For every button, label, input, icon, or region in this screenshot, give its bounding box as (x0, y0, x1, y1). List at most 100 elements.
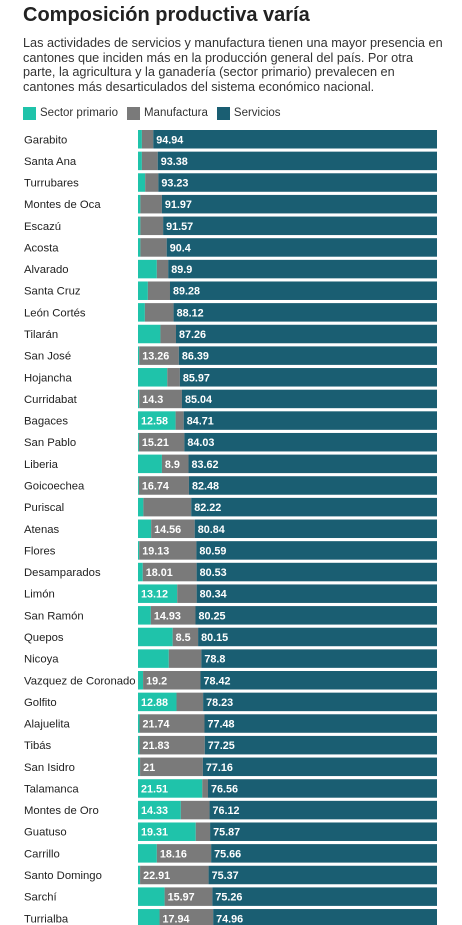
data-label-sector-primario-bagaces: 12.58 (141, 416, 168, 428)
bar-sector-primario-santa-ana (138, 151, 142, 171)
bar-servicios-tilaran (175, 324, 437, 344)
bar-sector-primario-talamanca (138, 779, 203, 798)
data-label-sector-primario-limon: 13.12 (141, 589, 168, 601)
bar-servicios-desamparados (196, 562, 437, 582)
bar-manufactura-turrialba (159, 909, 214, 925)
bar-manufactura-san-jose (139, 346, 179, 365)
bar-sector-primario-tibas (138, 735, 140, 755)
bar-manufactura-golfito (176, 692, 204, 712)
category-label-san-isidro: San Isidro (24, 762, 75, 774)
bar-manufactura-puriscal (143, 497, 192, 517)
category-label-acosta: Acosta (24, 242, 59, 254)
data-label-sector-primario-guatuso: 19.31 (141, 827, 168, 839)
data-label-servicios-montes-de-oca: 91.97 (165, 199, 192, 211)
data-label-manufactura-turrialba: 17.94 (163, 913, 190, 925)
bar-servicios-nicoya (201, 649, 437, 668)
category-label-goicoechea: Goicoechea (24, 480, 85, 492)
bar-manufactura-santa-cruz (147, 281, 170, 300)
bar-sector-primario-sarchi (138, 887, 165, 906)
bar-manufactura-santa-ana (141, 151, 158, 171)
data-label-servicios-san-ramon: 80.25 (199, 610, 226, 622)
bar-sector-primario-limon (138, 584, 178, 603)
category-label-desamparados: Desamparados (24, 567, 101, 579)
data-label-servicios-curridabat: 85.04 (185, 394, 212, 406)
bar-servicios-golfito (203, 692, 437, 712)
legend-swatch-manufactura (126, 106, 140, 120)
bar-servicios-quepos (198, 627, 437, 647)
bar-manufactura-alajuelita (139, 714, 205, 733)
data-label-servicios-liberia: 83.62 (192, 459, 219, 471)
bar-sector-primario-liberia (138, 454, 162, 474)
bar-manufactura-guatuso (195, 822, 211, 841)
bar-servicios-limon (196, 584, 437, 603)
bar-servicios-acosta (166, 238, 437, 257)
category-label-santo-domingo: Santo Domingo (24, 870, 102, 882)
data-label-sector-primario-golfito: 12.88 (141, 697, 168, 709)
bar-manufactura-acosta (140, 238, 167, 257)
legend-swatch-sector-primario (23, 106, 36, 120)
category-label-atenas: Atenas (24, 524, 60, 536)
bar-manufactura-flores (139, 541, 197, 560)
data-label-servicios-sarchi: 75.26 (215, 892, 242, 904)
bar-manufactura-tilaran (160, 324, 176, 344)
bar-servicios-curridabat (181, 389, 437, 409)
bar-sector-primario-turrubares (138, 173, 146, 192)
bar-manufactura-tibas (139, 735, 205, 755)
category-label-garabito: Garabito (24, 134, 67, 146)
bar-servicios-guatuso (210, 822, 437, 841)
bar-sector-primario-san-isidro (138, 757, 141, 777)
data-label-servicios-atenas: 80.84 (198, 524, 225, 536)
data-label-manufactura-desamparados: 18.01 (146, 567, 173, 579)
category-label-santa-cruz: Santa Cruz (24, 286, 81, 298)
bar-sector-primario-santo-domingo (138, 865, 141, 885)
bar-servicios-vazquez-de-coronado (200, 671, 437, 690)
data-label-manufactura-san-pablo: 15.21 (142, 437, 169, 449)
data-label-servicios-flores: 80.59 (199, 545, 226, 557)
bar-manufactura-vazquez-de-coronado (143, 671, 201, 690)
data-label-servicios-bagaces: 84.71 (187, 416, 214, 428)
category-label-bagaces: Bagaces (24, 416, 68, 428)
data-label-manufactura-alajuelita: 21.74 (143, 719, 170, 731)
data-label-servicios-tibas: 77.25 (208, 740, 235, 752)
bar-manufactura-liberia (161, 454, 189, 474)
data-label-servicios-san-isidro: 77.16 (206, 762, 233, 774)
data-label-manufactura-flores: 19.13 (142, 545, 169, 557)
category-label-alvarado: Alvarado (24, 264, 69, 276)
data-label-servicios-leon-cortes: 88.12 (177, 307, 204, 319)
data-label-servicios-quepos: 80.15 (201, 632, 228, 644)
bar-sector-primario-hojancha (138, 368, 168, 387)
data-label-servicios-vazquez-de-coronado: 78.42 (203, 675, 230, 687)
category-label-tilaran: Tilarán (24, 329, 58, 341)
bar-sector-primario-vazquez-de-coronado (138, 671, 144, 690)
data-label-servicios-puriscal: 82.22 (194, 502, 221, 514)
bar-servicios-garabito (153, 130, 437, 149)
data-label-manufactura-san-jose: 13.26 (142, 351, 169, 363)
bar-manufactura-santo-domingo (140, 865, 209, 885)
data-label-servicios-limon: 80.34 (200, 589, 227, 601)
bar-servicios-goicoechea (188, 476, 437, 495)
data-label-servicios-guatuso: 75.87 (213, 827, 240, 839)
data-label-servicios-carrillo: 75.66 (214, 848, 241, 860)
bar-manufactura-carrillo (156, 844, 212, 863)
bar-manufactura-quepos (172, 627, 199, 647)
data-label-servicios-garabito: 94.94 (156, 134, 183, 146)
bar-servicios-santa-cruz (169, 281, 438, 300)
category-label-liberia: Liberia (24, 459, 59, 471)
legend-item-sector-primario: Sector primario (23, 106, 118, 120)
bar-manufactura-talamanca (202, 779, 208, 798)
bar-servicios-flores (196, 541, 437, 560)
bar-sector-primario-santa-cruz (138, 281, 148, 300)
category-label-limon: Limón (24, 589, 55, 601)
category-label-san-jose: San José (24, 351, 71, 363)
legend-label-servicios: Servicios (233, 107, 281, 119)
bar-manufactura-goicoechea (138, 476, 189, 495)
bar-servicios-montes-de-oro (209, 800, 437, 820)
category-label-carrillo: Carrillo (24, 848, 60, 860)
data-label-manufactura-curridabat: 14.3 (142, 394, 163, 406)
bar-sector-primario-tilaran (138, 324, 161, 344)
bar-manufactura-desamparados (142, 562, 197, 582)
category-label-santa-ana: Santa Ana (24, 156, 77, 168)
bar-sector-primario-guatuso (138, 822, 196, 841)
data-label-manufactura-goicoechea: 16.74 (142, 480, 169, 492)
bar-servicios-santa-ana (157, 151, 438, 171)
